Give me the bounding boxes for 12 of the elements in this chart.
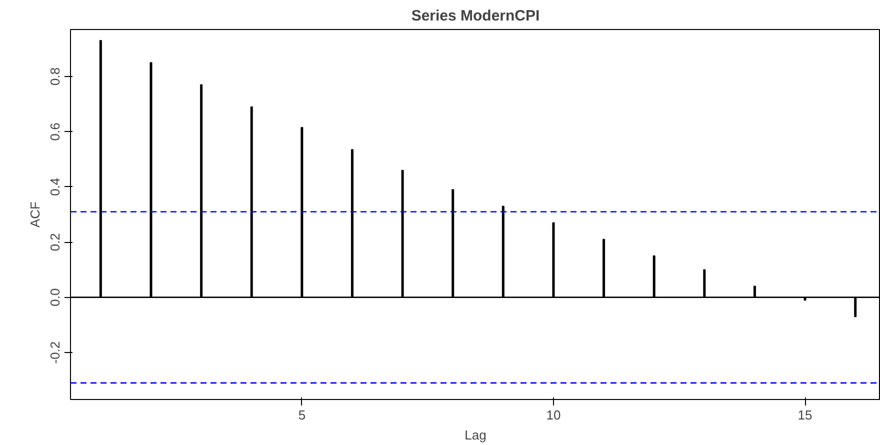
x-tick-label: 5 <box>298 408 306 422</box>
y-tick-label: -0.2 <box>48 341 62 364</box>
y-tick-label: 0.4 <box>48 178 62 196</box>
y-tick-label: 0.0 <box>48 288 62 306</box>
y-axis-title: ACF <box>28 201 42 228</box>
y-tick-label: 0.8 <box>48 67 62 86</box>
y-tick-label: 0.2 <box>48 233 62 252</box>
chart-title: Series ModernCPI <box>411 8 540 24</box>
x-tick-label: 10 <box>546 408 561 422</box>
x-axis-title: Lag <box>464 428 486 442</box>
x-tick-label: 15 <box>798 408 812 422</box>
y-tick-label: 0.6 <box>48 122 62 141</box>
